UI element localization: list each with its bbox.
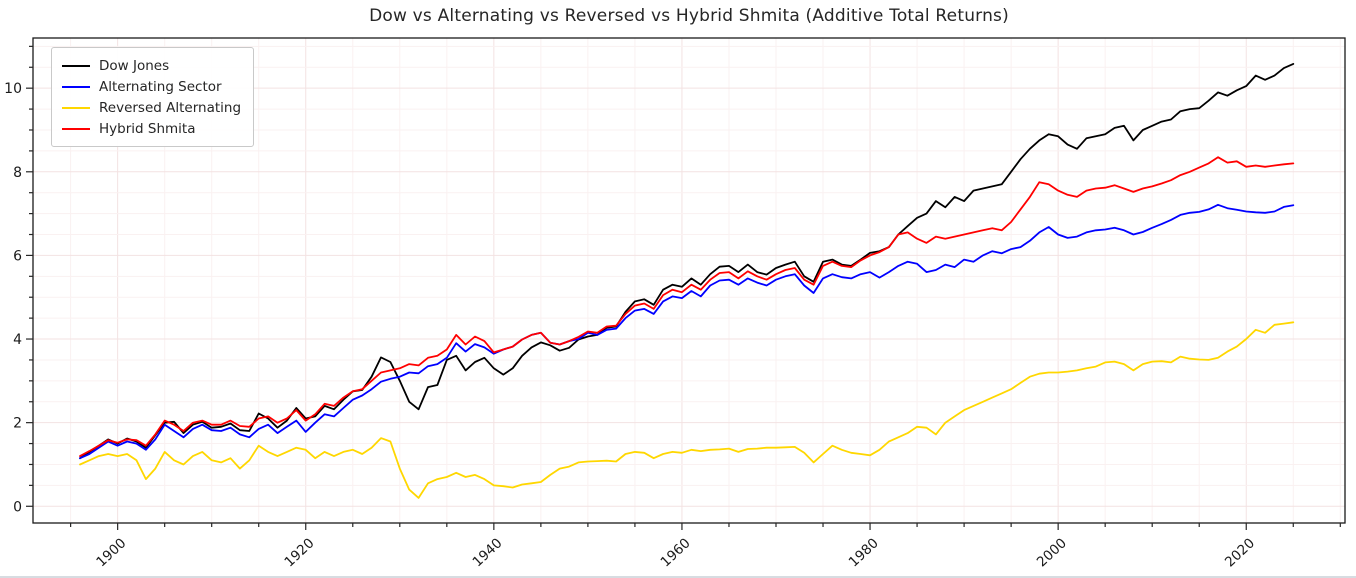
legend-item-alternating-sector: Alternating Sector: [62, 76, 241, 97]
legend-item-reversed-alternating: Reversed Alternating: [62, 97, 241, 118]
plot-border: [32, 37, 1346, 524]
legend-label: Reversed Alternating: [99, 99, 242, 116]
legend: Dow Jones Alternating Sector Reversed Alte…: [51, 47, 255, 147]
series-dow-jones: [79, 63, 1295, 460]
legend-label: Hybrid Shmita: [99, 120, 196, 137]
legend-line-swatch: [62, 85, 90, 88]
y-tick-label: 0: [13, 499, 22, 515]
series-reversed-alternating: [79, 321, 1295, 499]
x-tick-label: 1940: [470, 535, 506, 570]
y-tick-label: 8: [13, 165, 22, 181]
gridlines: [33, 38, 1345, 523]
x-tick-label: 2000: [1034, 535, 1070, 570]
series-line-alternating-sector: [79, 203, 1295, 460]
y-tick-label: 2: [13, 416, 22, 432]
y-tick-label: 10: [4, 81, 22, 97]
x-tick-label: 1920: [281, 535, 317, 570]
axes-spines: [32, 37, 1346, 524]
series-line-reversed-alternating: [79, 321, 1295, 499]
chart-title: Dow vs Alternating vs Reversed vs Hybrid…: [369, 6, 1009, 26]
y-tick-label: 4: [13, 332, 22, 348]
series-hybrid-shmita: [79, 156, 1295, 458]
x-tick-label: 1900: [93, 535, 129, 570]
legend-line-swatch: [62, 106, 90, 109]
legend-line-swatch: [62, 64, 90, 67]
x-tick-label: 1960: [658, 535, 694, 570]
x-tick-label: 1980: [846, 535, 882, 570]
y-tick-label: 6: [13, 248, 22, 264]
series-line-dow-jones: [79, 63, 1295, 460]
legend-label: Alternating Sector: [99, 78, 222, 95]
window-bottom-edge: [0, 576, 1356, 578]
legend-item-dow-jones: Dow Jones: [62, 55, 241, 76]
series-line-hybrid-shmita: [79, 156, 1295, 458]
series-alternating-sector: [79, 203, 1295, 460]
y-axis: 0 2 4 6 8 10: [4, 45, 33, 515]
legend-label: Dow Jones: [99, 57, 170, 74]
legend-item-hybrid-shmita: Hybrid Shmita: [62, 118, 241, 139]
legend-line-swatch: [62, 127, 90, 130]
x-axis: 1900 1920 1940 1960 1980 2000 2020: [70, 523, 1341, 570]
x-tick-label: 2020: [1222, 535, 1258, 570]
